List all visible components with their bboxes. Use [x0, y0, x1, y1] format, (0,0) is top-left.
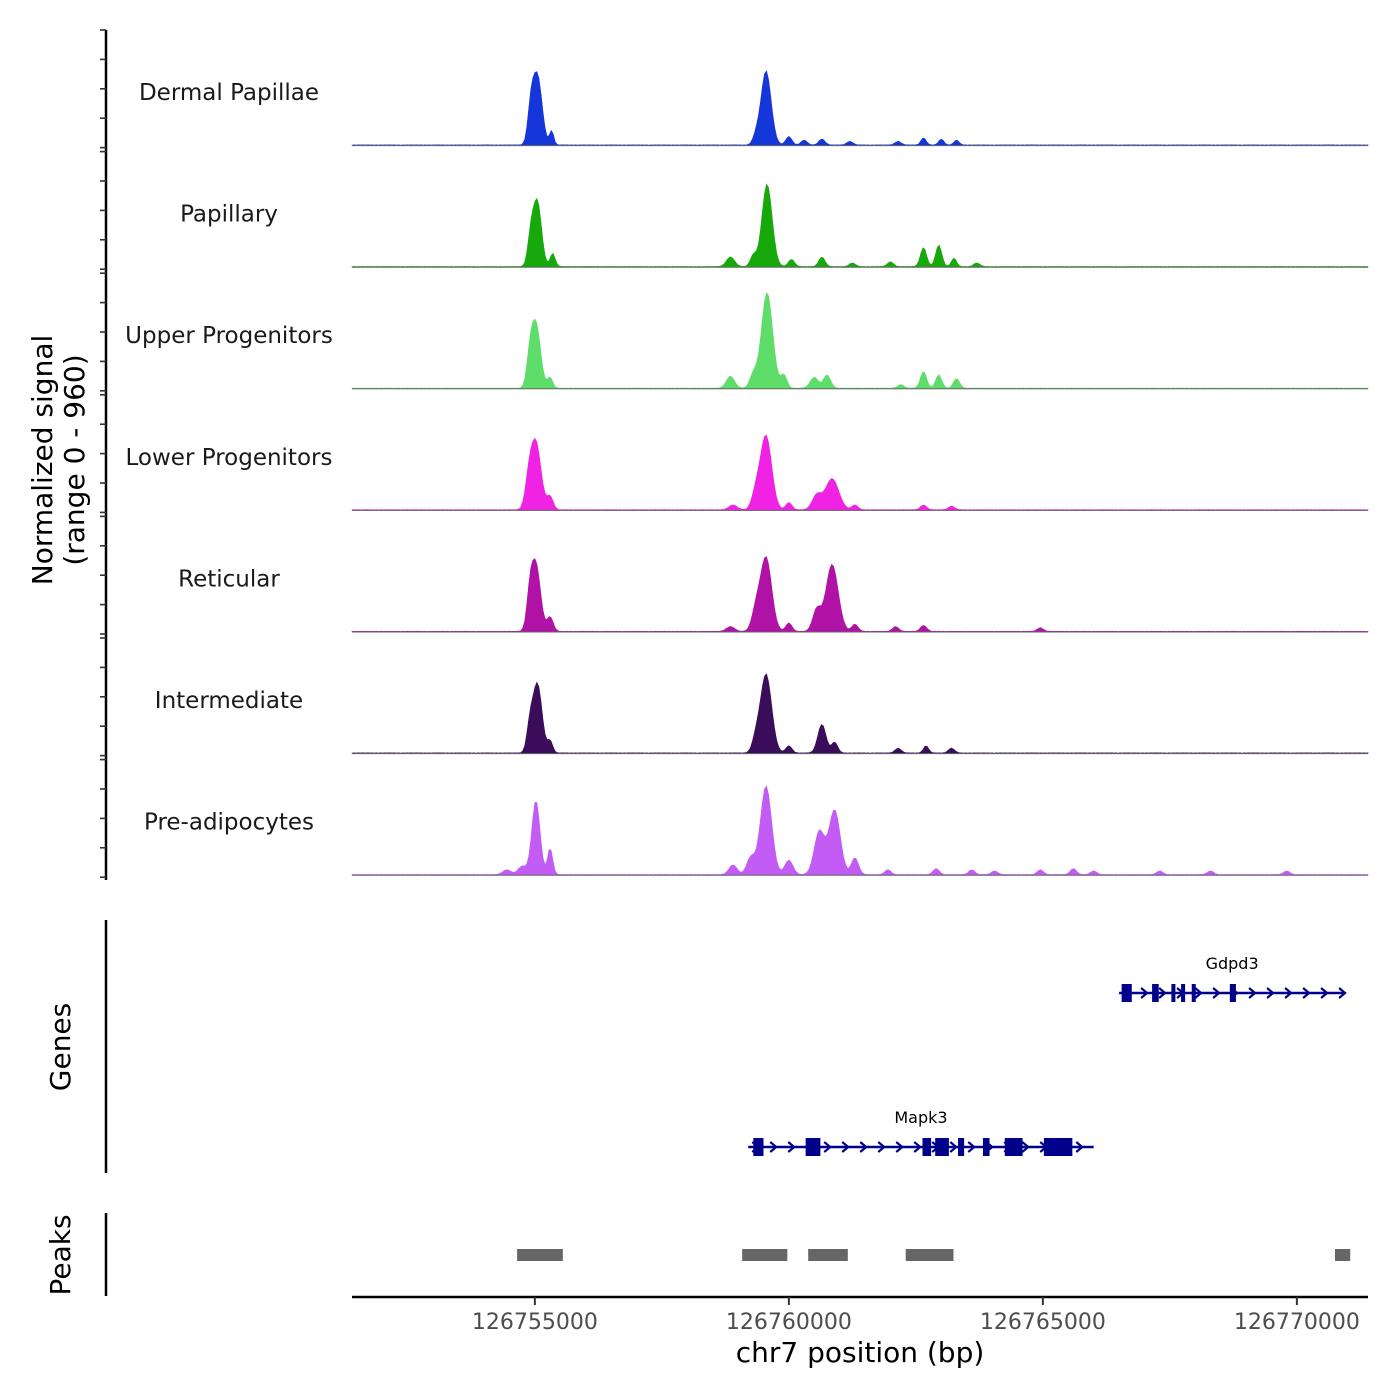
- signal-tracks: Dermal Papillae Papillary Upper Progenitor…: [100, 29, 1369, 880]
- gene-label: Mapk3: [894, 1108, 947, 1127]
- gene-exon: [958, 1138, 965, 1156]
- track-label: Dermal Papillae: [139, 80, 319, 106]
- gene: Gdpd3: [1119, 954, 1347, 1002]
- track-label: Upper Progenitors: [125, 323, 333, 349]
- strand-arrow: [1266, 987, 1275, 999]
- gene-exon: [1181, 984, 1186, 1002]
- strand-arrow: [1302, 987, 1311, 999]
- x-tick-label: 126770000: [1234, 1310, 1360, 1335]
- gene-exon: [1043, 1138, 1073, 1156]
- strand-arrow: [769, 1141, 778, 1153]
- strand-arrow: [1021, 1141, 1030, 1153]
- gene-exon: [1171, 984, 1176, 1002]
- strand-arrow: [841, 1141, 850, 1153]
- signal-track: Lower Progenitors: [100, 393, 1369, 514]
- track-label: Pre-adipocytes: [144, 810, 314, 836]
- strand-arrow: [967, 1141, 976, 1153]
- signal-track: Upper Progenitors: [100, 272, 1369, 392]
- x-tick-label: 126755000: [472, 1310, 598, 1335]
- strand-arrow: [1194, 987, 1203, 999]
- track-label: Lower Progenitors: [126, 445, 333, 471]
- strand-arrow: [859, 1141, 868, 1153]
- signal-axis-title-line1: Normalized signal: [26, 335, 59, 586]
- gene-exon: [1152, 984, 1159, 1002]
- peak-region: [517, 1249, 563, 1261]
- signal-area: [351, 183, 1369, 268]
- gene-exon: [935, 1138, 949, 1156]
- strand-arrow: [1338, 987, 1347, 999]
- signal-area: [351, 673, 1369, 754]
- strand-arrow: [1158, 987, 1167, 999]
- signal-area: [351, 291, 1369, 390]
- strand-arrow: [1140, 987, 1149, 999]
- strand-arrow: [949, 1141, 958, 1153]
- signal-track: Intermediate: [100, 637, 1369, 757]
- gene-exon: [1121, 984, 1132, 1002]
- track-label: Papillary: [180, 202, 278, 228]
- strand-arrow: [1284, 987, 1293, 999]
- signal-track: Pre-adipocytes: [100, 758, 1369, 879]
- x-tick-label: 126760000: [726, 1310, 852, 1335]
- signal-track: Dermal Papillae: [100, 29, 1369, 149]
- x-axis-title: chr7 position (bp): [736, 1336, 985, 1369]
- gene: Mapk3: [748, 1108, 1094, 1156]
- strand-arrow: [913, 1141, 922, 1153]
- peak-region: [808, 1249, 848, 1261]
- track-label: Intermediate: [155, 688, 303, 714]
- signal-area: [351, 556, 1369, 633]
- x-axis: 126755000 126760000 126765000 126770000: [352, 1295, 1368, 1335]
- signal-track: Papillary: [100, 150, 1369, 271]
- genes-track-title: Genes: [44, 1003, 77, 1091]
- peak-region: [1334, 1249, 1351, 1261]
- strand-arrow: [823, 1141, 832, 1153]
- peaks-track-title: Peaks: [44, 1214, 77, 1295]
- strand-arrow: [895, 1141, 904, 1153]
- signal-area: [351, 70, 1369, 146]
- x-tick-label: 126765000: [980, 1310, 1106, 1335]
- track-label: Reticular: [178, 566, 280, 592]
- genes-track: Gdpd3 Mapk3: [104, 920, 1347, 1173]
- signal-axis-title-line2: (range 0 - 960): [58, 354, 91, 565]
- signal-area: [351, 434, 1369, 511]
- signal-track: Reticular: [100, 515, 1369, 635]
- strand-arrow: [1320, 987, 1329, 999]
- gene-exon: [1191, 984, 1196, 1002]
- gene-exon: [922, 1138, 932, 1156]
- strand-arrow: [1212, 987, 1221, 999]
- gene-exon: [753, 1138, 764, 1156]
- strand-arrow: [1248, 987, 1257, 999]
- gene-exon: [805, 1138, 821, 1156]
- peak-region: [742, 1249, 788, 1261]
- peaks-track: [104, 1213, 1351, 1296]
- peak-region: [905, 1249, 954, 1261]
- strand-arrow: [877, 1141, 886, 1153]
- gene-exon: [1004, 1138, 1023, 1156]
- strand-arrow: [1075, 1141, 1084, 1153]
- gene-label: Gdpd3: [1206, 954, 1259, 973]
- signal-area: [351, 785, 1369, 876]
- gene-exon: [1229, 984, 1236, 1002]
- strand-arrow: [787, 1141, 796, 1153]
- gene-exon: [982, 1138, 990, 1156]
